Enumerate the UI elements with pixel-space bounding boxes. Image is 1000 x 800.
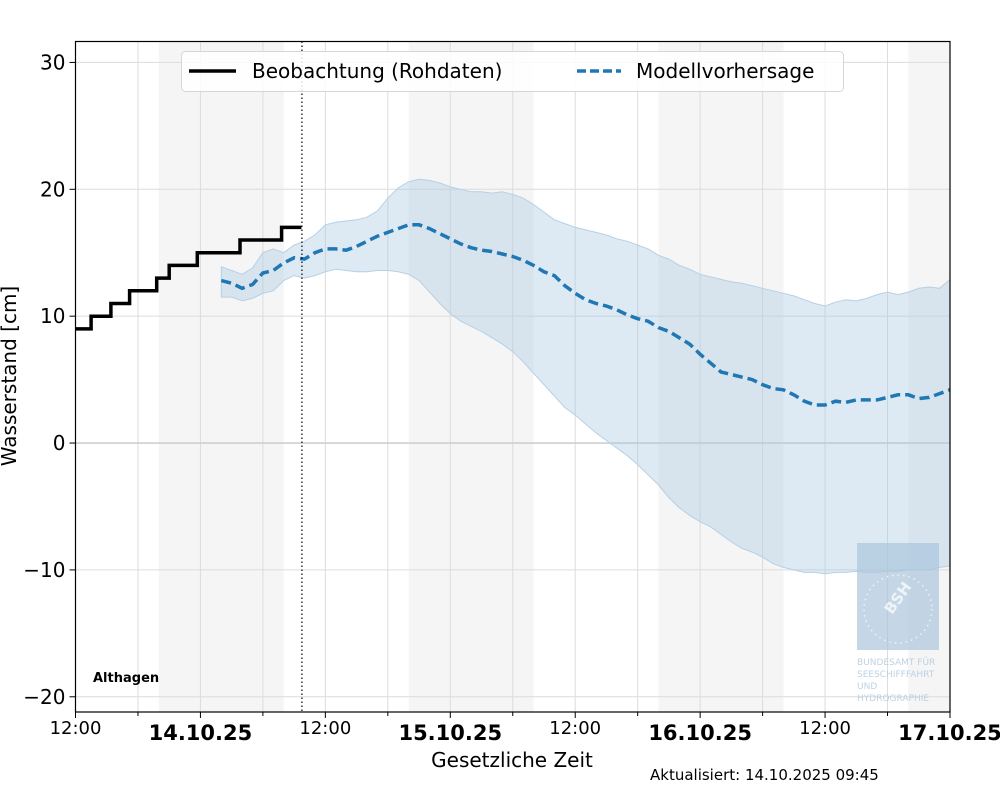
bsh-logo: BSH BUNDESAMT FÜR SEESCHIFFFAHRT UND HYD… xyxy=(857,543,939,704)
legend-forecast-label: Modellvorhersage xyxy=(636,59,814,83)
x-axis: 12:00 14.10.25 12:00 15.10.25 12:00 16.10.25 1… xyxy=(50,712,1000,745)
legend-box xyxy=(181,51,844,92)
x-axis-title: Gesetzliche Zeit xyxy=(431,748,593,772)
y-tick-label: 10 xyxy=(40,304,65,328)
x-tick-label: 12:00 xyxy=(299,718,351,739)
x-tick-label: 12:00 xyxy=(799,718,851,739)
y-tick-label: 20 xyxy=(40,177,65,201)
y-tick-label: −10 xyxy=(23,558,65,582)
observation-series xyxy=(75,225,302,331)
x-tick-label: 15.10.25 xyxy=(398,721,502,745)
forecast-band-area xyxy=(220,178,951,575)
forecast-series xyxy=(220,223,951,407)
forecast-uncertainty-band xyxy=(220,178,951,575)
x-tick-label: 12:00 xyxy=(549,718,601,739)
bsh-logo-ring xyxy=(863,574,933,644)
y-tick-label: 0 xyxy=(53,431,66,455)
x-tick-label: 14.10.25 xyxy=(149,721,253,745)
y-tick-label: −20 xyxy=(23,685,65,709)
legend-observation-label: Beobachtung (Rohdaten) xyxy=(252,59,502,83)
bsh-logo-line-2: SEESCHIFFFAHRT xyxy=(857,670,935,680)
night-band xyxy=(158,41,284,712)
night-band xyxy=(408,41,534,712)
updated-timestamp: Aktualisiert: 14.10.2025 09:45 xyxy=(650,766,879,784)
x-tick-label: 16.10.25 xyxy=(648,721,752,745)
y-tick-label: 30 xyxy=(40,50,65,74)
bsh-logo-line-1: BUNDESAMT FÜR xyxy=(857,657,935,668)
bsh-logo-line-3: UND xyxy=(857,682,877,692)
x-tick-label: 17.10.25 xyxy=(898,721,1000,745)
forecast-mean-line xyxy=(220,223,951,407)
legend: Beobachtung (Rohdaten) Modellvorhersage xyxy=(181,51,844,92)
bsh-logo-box xyxy=(857,543,939,650)
x-tick-label: 12:00 xyxy=(50,718,102,739)
observation-line xyxy=(75,225,302,331)
station-name: Althagen xyxy=(93,671,159,686)
grid-lines xyxy=(75,41,950,712)
bsh-logo-line-4: HYDROGRAPHIE xyxy=(857,694,929,704)
y-axis-title: Wasserstand [cm] xyxy=(0,286,21,466)
y-axis: 30 20 10 0 −10 −20 xyxy=(23,50,76,709)
